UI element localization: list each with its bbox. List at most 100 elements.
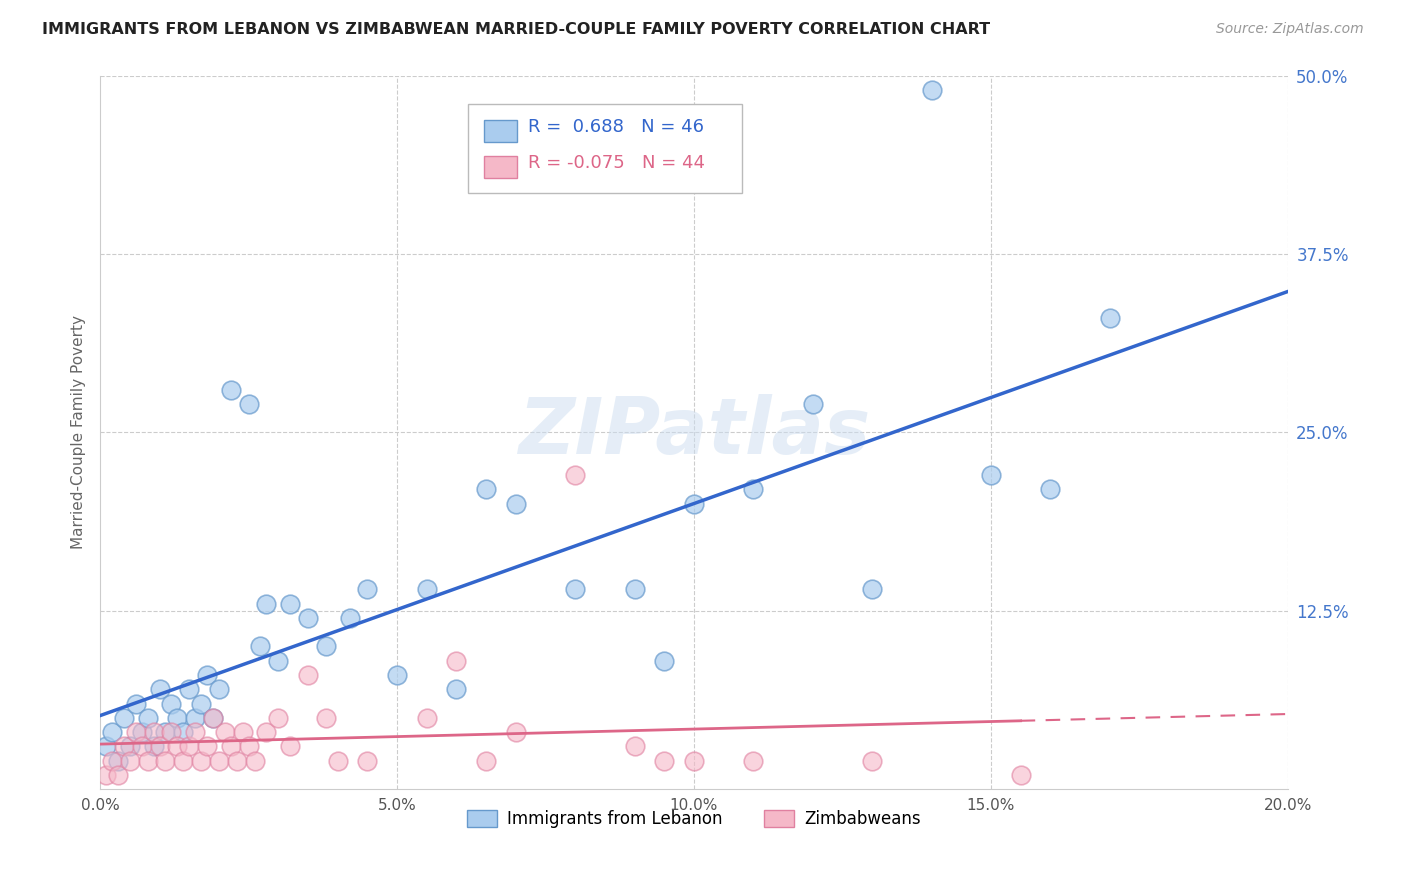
Point [385,668,408,682]
Point [339,611,361,625]
Point [94,739,117,754]
Point [356,754,378,768]
Point [201,711,224,725]
Point [208,682,231,697]
Point [267,654,290,668]
Point [155,754,177,768]
Point [683,754,706,768]
Point [278,739,301,754]
Point [356,582,378,597]
Point [921,83,943,97]
Point [297,668,319,682]
Point [219,383,242,397]
Point [446,682,468,697]
Point [190,697,212,711]
Point [142,725,165,739]
Point [315,711,337,725]
Point [148,682,170,697]
Point [243,754,266,768]
FancyBboxPatch shape [484,120,517,142]
Point [860,582,883,597]
Legend: Immigrants from Lebanon, Zimbabweans: Immigrants from Lebanon, Zimbabweans [460,803,928,834]
Text: IMMIGRANTS FROM LEBANON VS ZIMBABWEAN MARRIED-COUPLE FAMILY POVERTY CORRELATION : IMMIGRANTS FROM LEBANON VS ZIMBABWEAN MA… [42,22,990,37]
Point [131,725,153,739]
Point [416,711,439,725]
Point [166,711,188,725]
Point [155,725,177,739]
Point [190,754,212,768]
Point [179,739,201,754]
Point [238,397,260,411]
Point [416,582,439,597]
FancyBboxPatch shape [468,104,741,194]
Point [107,754,129,768]
Point [112,739,135,754]
Point [505,497,527,511]
Point [623,582,645,597]
Point [136,711,159,725]
Point [232,725,254,739]
Point [742,483,765,497]
Point [254,725,277,739]
Point [160,725,183,739]
Point [179,682,201,697]
Point [1098,311,1121,326]
Point [208,754,231,768]
Point [101,725,124,739]
Point [315,640,337,654]
Text: R = -0.075   N = 44: R = -0.075 N = 44 [527,154,704,172]
Point [184,711,207,725]
Point [201,711,224,725]
Point [860,754,883,768]
Point [118,739,141,754]
Point [1039,483,1062,497]
Point [254,597,277,611]
Point [94,768,117,782]
Point [195,739,218,754]
Point [172,754,194,768]
Point [214,725,236,739]
Point [980,468,1002,483]
Point [131,739,153,754]
Point [249,640,271,654]
Point [278,597,301,611]
Y-axis label: Married-Couple Family Poverty: Married-Couple Family Poverty [72,316,86,549]
Point [475,754,498,768]
Point [652,754,675,768]
Point [623,739,645,754]
Point [267,711,290,725]
Point [172,725,194,739]
Point [801,397,824,411]
Point [446,654,468,668]
Point [160,697,183,711]
Point [195,668,218,682]
Point [107,768,129,782]
Point [326,754,349,768]
Point [112,711,135,725]
Point [652,654,675,668]
Point [166,739,188,754]
FancyBboxPatch shape [484,156,517,178]
Point [125,725,148,739]
Point [101,754,124,768]
Point [505,725,527,739]
Point [238,739,260,754]
Point [1010,768,1032,782]
Point [297,611,319,625]
Point [564,582,586,597]
Point [742,754,765,768]
Point [125,697,148,711]
Point [136,754,159,768]
Text: R =  0.688   N = 46: R = 0.688 N = 46 [527,119,704,136]
Point [564,468,586,483]
Point [683,497,706,511]
Point [475,483,498,497]
Text: ZIPatlas: ZIPatlas [517,394,870,470]
Point [148,739,170,754]
Point [219,739,242,754]
Point [118,754,141,768]
Text: Source: ZipAtlas.com: Source: ZipAtlas.com [1216,22,1364,37]
Point [142,739,165,754]
Point [184,725,207,739]
Point [225,754,247,768]
